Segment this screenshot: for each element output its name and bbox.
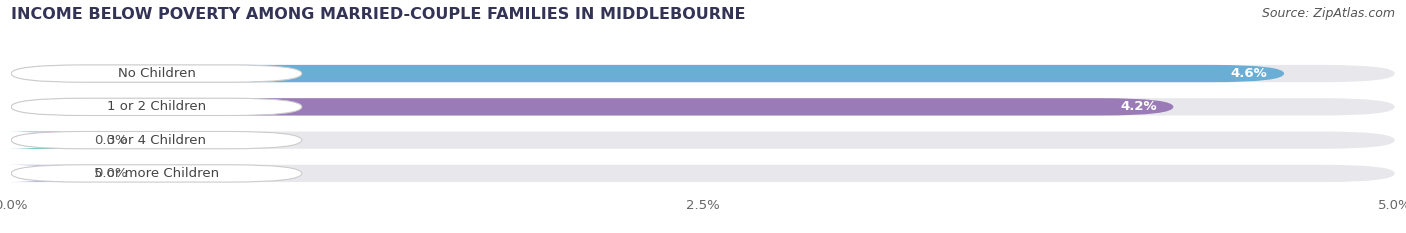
Text: 4.2%: 4.2% bbox=[1121, 100, 1157, 113]
Text: 4.6%: 4.6% bbox=[1230, 67, 1267, 80]
FancyBboxPatch shape bbox=[11, 98, 1395, 116]
FancyBboxPatch shape bbox=[11, 131, 302, 149]
Text: 0.0%: 0.0% bbox=[94, 167, 128, 180]
FancyBboxPatch shape bbox=[11, 65, 1395, 82]
Text: No Children: No Children bbox=[118, 67, 195, 80]
FancyBboxPatch shape bbox=[0, 131, 83, 149]
FancyBboxPatch shape bbox=[0, 165, 83, 182]
Text: 5 or more Children: 5 or more Children bbox=[94, 167, 219, 180]
FancyBboxPatch shape bbox=[11, 65, 302, 82]
FancyBboxPatch shape bbox=[11, 165, 1395, 182]
Text: INCOME BELOW POVERTY AMONG MARRIED-COUPLE FAMILIES IN MIDDLEBOURNE: INCOME BELOW POVERTY AMONG MARRIED-COUPL… bbox=[11, 7, 745, 22]
FancyBboxPatch shape bbox=[11, 65, 1284, 82]
FancyBboxPatch shape bbox=[11, 98, 1174, 116]
Text: 1 or 2 Children: 1 or 2 Children bbox=[107, 100, 207, 113]
Text: Source: ZipAtlas.com: Source: ZipAtlas.com bbox=[1261, 7, 1395, 20]
FancyBboxPatch shape bbox=[11, 98, 302, 116]
Text: 3 or 4 Children: 3 or 4 Children bbox=[107, 134, 207, 147]
FancyBboxPatch shape bbox=[11, 131, 1395, 149]
Text: 0.0%: 0.0% bbox=[94, 134, 128, 147]
FancyBboxPatch shape bbox=[11, 165, 302, 182]
